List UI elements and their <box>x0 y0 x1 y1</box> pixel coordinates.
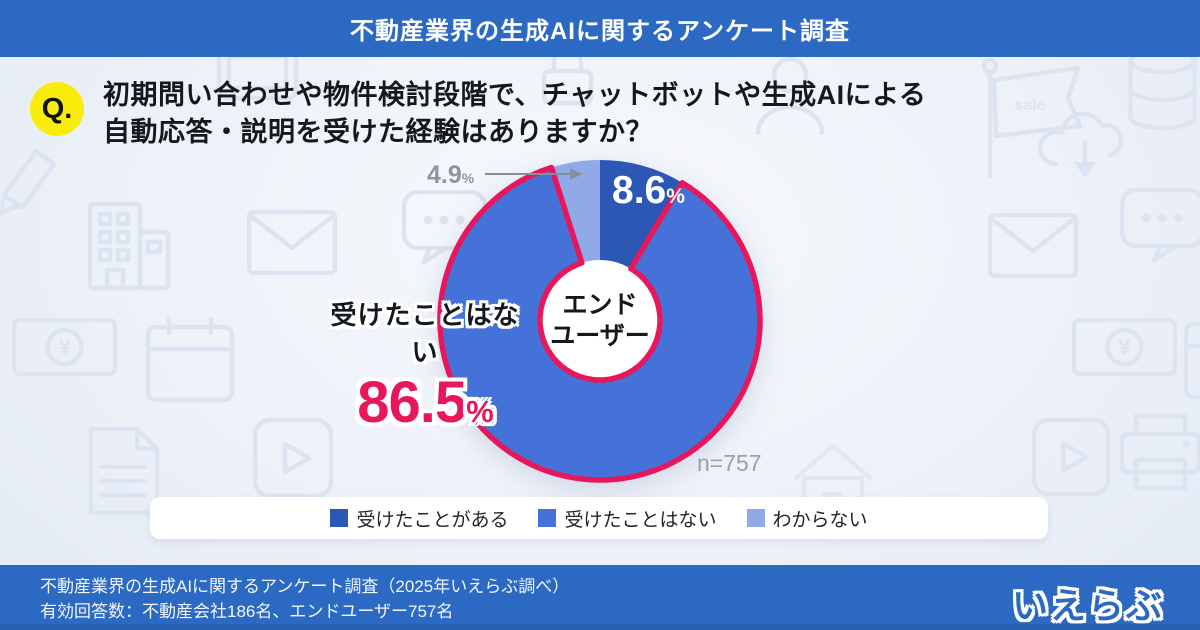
question-text: 初期問い合わせや物件検討段階で、チャットボットや生成AIによる 自動応答・説明を… <box>103 77 926 151</box>
legend-label: 受けたことはない <box>564 509 717 531</box>
highlight-callout: 受けたことはない 86.5% <box>328 295 522 436</box>
donut-hole <box>540 260 660 380</box>
callout-leader-line <box>485 168 583 180</box>
question-line-2: 自動応答・説明を受けた経験はありますか？ <box>103 117 653 147</box>
footer-line-2: 有効回答数：不動産会社186名、エンドユーザー757名 <box>40 602 454 621</box>
footer-source: 不動産業界の生成AIに関するアンケート調査（2025年いえらぶ調べ） 有効回答数… <box>40 574 569 624</box>
legend-swatch-icon <box>746 509 765 527</box>
legend-swatch-icon <box>538 509 557 527</box>
play-icon <box>253 418 333 498</box>
speech-bubble-icon <box>1120 188 1200 263</box>
banknote-icon: ¥ <box>12 318 117 376</box>
ielove-logo: いえらぶ <box>1011 585 1164 626</box>
header-bar: 不動産業界の生成AIに関するアンケート調査 <box>0 0 1200 57</box>
highlight-value: 86.5% <box>357 370 493 435</box>
flag-sale-icon: sale <box>980 58 1095 178</box>
printer-icon <box>1118 412 1200 492</box>
legend-swatch-icon <box>330 509 349 527</box>
highlight-label: 受けたことはない <box>330 300 520 367</box>
svg-text:sale: sale <box>1014 97 1045 114</box>
question-line-1: 初期問い合わせや物件検討段階で、チャットボットや生成AIによる <box>103 80 927 110</box>
donut-chart <box>437 160 763 483</box>
sample-size-label: n=757 <box>697 450 762 476</box>
legend-item-not-have: 受けたことはない <box>538 505 717 532</box>
footer-bar: 不動産業界の生成AIに関するアンケート調査（2025年いえらぶ調べ） 有効回答数… <box>0 565 1200 630</box>
highlight-slice-outline <box>437 164 763 483</box>
envelope-icon <box>988 213 1078 278</box>
play-icon <box>1032 418 1110 496</box>
banknote-icon: ¥ <box>1072 318 1177 376</box>
center-label-line-1: エンド <box>562 291 638 319</box>
pencil-icon <box>0 137 62 217</box>
envelope-icon <box>247 210 337 275</box>
footer-line-1: 不動産業界の生成AIに関するアンケート調査（2025年いえらぶ調べ） <box>40 577 570 596</box>
legend-label: 受けたことがある <box>356 509 509 531</box>
question-badge-label: Q. <box>41 92 73 125</box>
question-badge: Q. <box>30 82 84 136</box>
cloud-download-icon <box>1028 92 1143 187</box>
legend-label: わからない <box>772 509 868 531</box>
chart-legend: 受けたことがある 受けたことはない わからない <box>150 497 1048 539</box>
legend-item-have: 受けたことがある <box>330 505 508 532</box>
svg-text:¥: ¥ <box>58 335 71 360</box>
calendar-icon: 31 <box>1183 312 1200 400</box>
center-label-line-2: ユーザー <box>550 322 650 350</box>
legend-item-unknown: わからない <box>746 505 868 532</box>
database-icon <box>1125 57 1200 137</box>
calendar-icon <box>145 315 235 403</box>
page-title: 不動産業界の生成AIに関するアンケート調査 <box>349 18 851 45</box>
donut-center-label: エンド ユーザー <box>537 290 663 352</box>
svg-text:¥: ¥ <box>1118 335 1131 360</box>
slice-value-have: 8.6% <box>612 169 685 212</box>
building-icon <box>82 198 177 293</box>
slice-value-unknown: 4.9% <box>427 161 475 189</box>
